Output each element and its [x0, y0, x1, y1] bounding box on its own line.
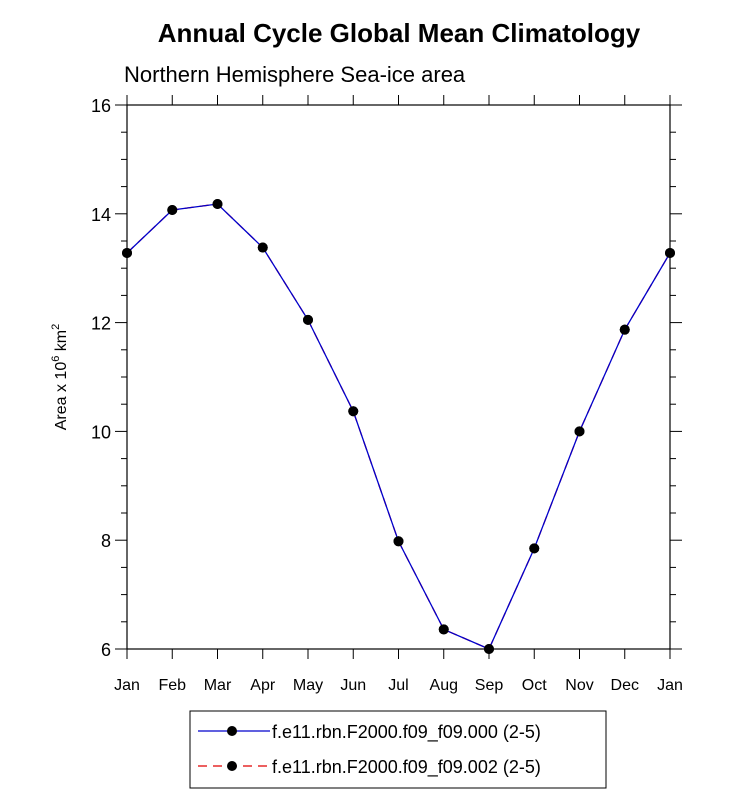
x-tick-label: Apr — [250, 677, 276, 694]
legend-marker-series-1 — [227, 726, 237, 736]
data-point-series-1 — [393, 536, 404, 547]
series-line-2 — [126, 203, 671, 650]
data-point-series-1 — [529, 543, 540, 554]
x-tick-label: Jun — [340, 677, 366, 694]
x-tick-label: Jul — [388, 677, 408, 694]
chart-subtitle: Northern Hemisphere Sea-ice area — [124, 62, 466, 87]
x-tick-label: Jan — [657, 677, 683, 694]
x-tick-label: Jan — [114, 677, 140, 694]
data-point-series-1 — [665, 247, 675, 258]
x-tick-label: Sep — [475, 677, 504, 694]
legend: f.e11.rbn.F2000.f09_f09.000 (2-5) f.e11.… — [189, 710, 607, 789]
data-point-series-1 — [574, 426, 585, 437]
y-axis-label: Area x 106 km2 — [50, 324, 70, 431]
legend-label-series-2: f.e11.rbn.F2000.f09_f09.002 (2-5) — [272, 757, 541, 778]
x-tick-label: Dec — [611, 677, 639, 694]
x-tick-label: Feb — [158, 677, 186, 694]
series-layer — [122, 199, 675, 654]
y-tick-label: 16 — [91, 96, 111, 116]
x-tick-label: Oct — [522, 677, 547, 694]
data-point-series-1 — [438, 624, 449, 635]
data-point-series-1 — [619, 324, 630, 335]
data-point-series-1 — [257, 242, 268, 253]
y-tick-label: 6 — [101, 640, 111, 660]
data-point-series-1 — [303, 314, 313, 325]
plot-axes: 6 8 10 12 14 16 Jan Feb Mar Apr May Jun Jul Aug Sep Oct… — [91, 95, 683, 694]
y-tick-label: 8 — [101, 531, 111, 551]
y-tick-label: 12 — [91, 314, 111, 334]
x-tick-label: May — [293, 677, 323, 694]
x-tick-label: Aug — [430, 677, 458, 694]
plot-frame — [126, 104, 671, 650]
data-point-series-1 — [167, 204, 178, 215]
series-line-1 — [126, 203, 671, 650]
data-point-series-1 — [122, 247, 132, 258]
data-point-series-1 — [212, 199, 223, 210]
x-tick-label: Nov — [565, 677, 593, 694]
y-tick-label: 10 — [91, 422, 111, 442]
legend-box — [189, 710, 607, 789]
y-tick-label: 14 — [91, 205, 111, 225]
legend-label-series-1: f.e11.rbn.F2000.f09_f09.000 (2-5) — [272, 722, 541, 743]
data-point-series-1 — [484, 644, 494, 654]
x-tick-label: Mar — [204, 677, 232, 694]
data-point-series-1 — [348, 406, 359, 417]
chart-title: Annual Cycle Global Mean Climatology — [158, 18, 641, 48]
legend-marker-series-2 — [227, 761, 237, 771]
